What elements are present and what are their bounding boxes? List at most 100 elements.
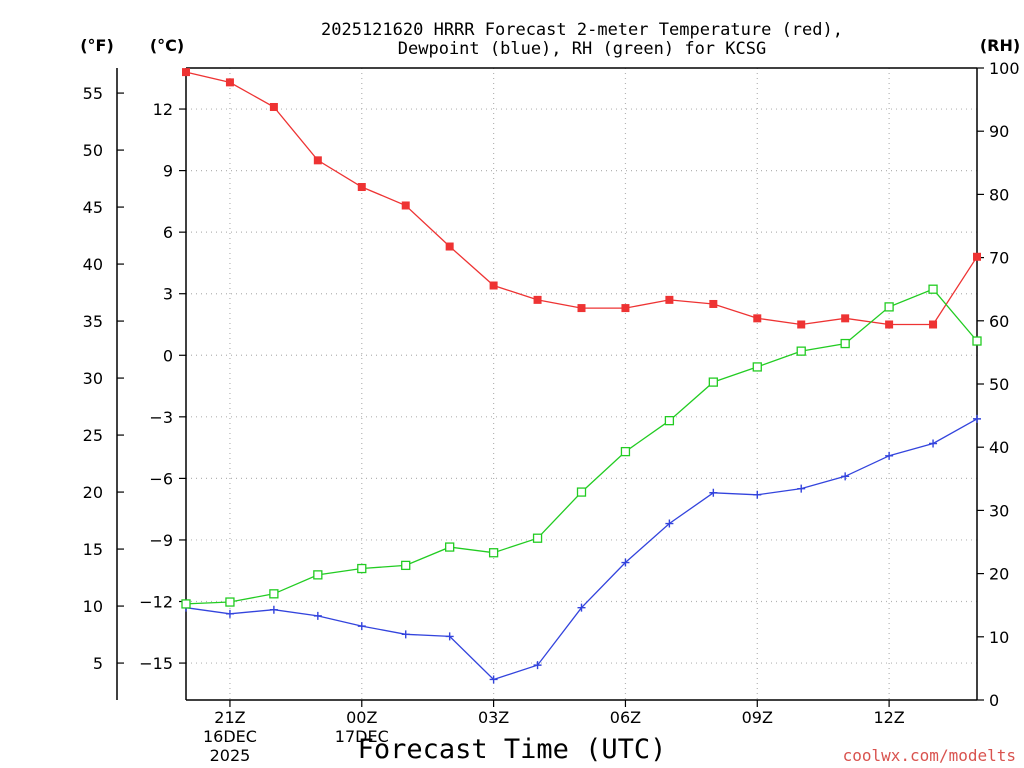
data-point <box>357 563 367 574</box>
data-point <box>973 252 981 261</box>
data-point <box>929 320 938 329</box>
data-point <box>576 487 587 497</box>
data-point <box>577 304 586 313</box>
fahrenheit-tick-label: 35 <box>83 312 103 331</box>
celsius-tick-label: −6 <box>149 469 173 488</box>
data-point <box>489 281 498 290</box>
x-tick-label: 17DEC <box>335 727 389 746</box>
rh-tick-label: 40 <box>989 438 1009 457</box>
celsius-tick-label: −15 <box>139 654 173 673</box>
data-point <box>797 484 806 493</box>
data-point <box>972 336 982 346</box>
series-line <box>185 418 978 681</box>
celsius-tick-label: 3 <box>163 285 173 304</box>
data-point <box>269 605 278 614</box>
data-point <box>664 416 675 426</box>
data-point <box>488 548 499 558</box>
data-point <box>313 570 323 580</box>
data-point <box>182 68 190 77</box>
fahrenheit-unit-label: (°F) <box>80 36 114 55</box>
data-point <box>928 284 938 294</box>
fahrenheit-tick-label: 20 <box>83 483 103 502</box>
data-point <box>708 377 718 387</box>
fahrenheit-tick-label: 50 <box>83 141 103 160</box>
data-point <box>532 533 543 543</box>
rh-tick-label: 20 <box>989 565 1009 584</box>
credit-text: coolwx.com/modelts <box>843 746 1016 765</box>
rh-tick-label: 30 <box>989 501 1009 520</box>
celsius-tick-label: 12 <box>153 100 173 119</box>
fahrenheit-tick-label: 40 <box>83 255 103 274</box>
data-point <box>225 597 235 607</box>
data-point <box>445 242 454 251</box>
rh-unit-label: (RH) <box>980 36 1020 55</box>
data-point <box>973 414 981 423</box>
data-point <box>753 314 762 323</box>
rh-tick-label: 90 <box>989 122 1009 141</box>
data-point <box>885 451 894 460</box>
grid-lines <box>186 68 977 700</box>
celsius-tick-label: 9 <box>163 162 173 181</box>
data-series <box>181 68 982 684</box>
data-point <box>620 446 631 457</box>
data-point <box>225 78 234 87</box>
data-point <box>841 314 850 323</box>
series-2-meter-temperature <box>182 68 981 329</box>
x-tick-label: 06Z <box>610 708 641 727</box>
x-tick-label: 12Z <box>873 708 904 727</box>
axes <box>116 67 984 707</box>
data-point <box>753 490 762 499</box>
series-relative-humidity <box>181 284 982 609</box>
x-tick-label: 00Z <box>346 708 377 727</box>
data-point <box>665 519 674 528</box>
data-point <box>225 609 234 618</box>
data-point <box>709 488 718 497</box>
series-line <box>185 71 978 326</box>
data-point <box>796 346 806 356</box>
data-point <box>445 542 455 552</box>
fahrenheit-tick-label: 30 <box>83 369 103 388</box>
data-point <box>269 102 278 111</box>
data-point <box>533 661 542 670</box>
data-point <box>181 599 191 609</box>
data-point <box>313 156 322 165</box>
data-point <box>401 560 411 571</box>
x-tick-label: 16DEC <box>203 727 257 746</box>
data-point <box>621 558 630 567</box>
data-point <box>445 632 454 641</box>
x-tick-label: 2025 <box>210 746 251 765</box>
series-line <box>185 288 978 605</box>
fahrenheit-tick-label: 45 <box>83 198 103 217</box>
rh-tick-label: 70 <box>989 249 1009 268</box>
x-tick-label: 09Z <box>742 708 773 727</box>
data-point <box>577 603 586 612</box>
celsius-tick-label: 0 <box>163 346 173 365</box>
rh-tick-label: 60 <box>989 312 1009 331</box>
fahrenheit-tick-label: 15 <box>83 540 103 559</box>
chart-title: 2025121620 HRRR Forecast 2-meter Tempera… <box>321 20 843 59</box>
rh-tick-label: 10 <box>989 628 1009 647</box>
data-point <box>621 304 630 313</box>
x-tick-label: 21Z <box>214 708 245 727</box>
data-point <box>797 320 806 329</box>
data-point <box>401 201 410 210</box>
data-point <box>752 362 762 372</box>
rh-tick-label: 0 <box>989 691 999 710</box>
celsius-tick-label: −9 <box>149 531 173 550</box>
data-point <box>840 338 850 349</box>
series-dewpoint <box>182 414 981 684</box>
data-point <box>357 183 366 192</box>
x-tick-label: 03Z <box>478 708 509 727</box>
fahrenheit-tick-label: 25 <box>83 426 103 445</box>
x-axis-label: Forecast Time (UTC) <box>358 734 667 765</box>
chart-title-line-2: Dewpoint (blue), RH (green) for KCSG <box>398 39 766 59</box>
data-point <box>709 299 718 308</box>
celsius-tick-label: −12 <box>139 593 173 612</box>
data-point <box>841 472 850 481</box>
data-point <box>489 675 498 684</box>
data-point <box>884 302 894 312</box>
fahrenheit-tick-label: 55 <box>83 84 103 103</box>
chart-title-line-1: 2025121620 HRRR Forecast 2-meter Tempera… <box>321 20 843 40</box>
data-point <box>401 630 410 639</box>
